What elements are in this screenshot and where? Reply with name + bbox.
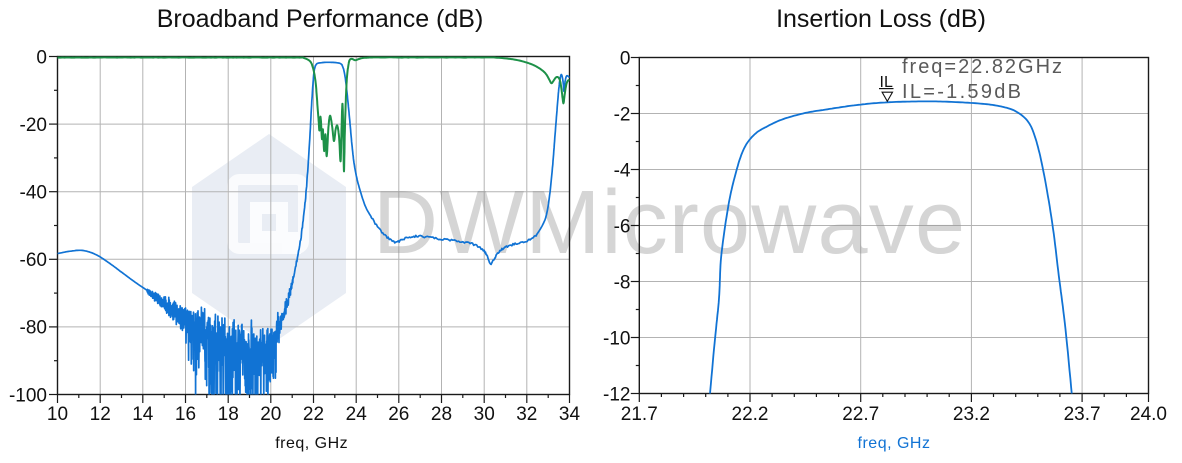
- svg-text:-12: -12: [603, 384, 630, 405]
- svg-text:21.7: 21.7: [621, 404, 658, 425]
- svg-text:14: 14: [132, 404, 154, 425]
- svg-text:16: 16: [175, 404, 196, 425]
- svg-text:IL=-1.59dB: IL=-1.59dB: [902, 81, 1021, 103]
- svg-text:10: 10: [47, 404, 68, 425]
- svg-text:22.2: 22.2: [732, 404, 769, 425]
- svg-text:-20: -20: [20, 115, 47, 136]
- svg-text:0: 0: [36, 47, 47, 68]
- svg-text:-80: -80: [20, 318, 47, 339]
- svg-text:28: 28: [431, 404, 452, 425]
- svg-text:30: 30: [474, 404, 495, 425]
- svg-text:12: 12: [90, 404, 111, 425]
- svg-text:32: 32: [516, 404, 537, 425]
- svg-text:freq, GHz: freq, GHz: [858, 435, 931, 452]
- svg-text:freq, GHz: freq, GHz: [275, 435, 348, 452]
- svg-text:18: 18: [218, 404, 239, 425]
- svg-text:0: 0: [620, 48, 631, 69]
- svg-text:24: 24: [346, 404, 368, 425]
- svg-text:-4: -4: [614, 160, 631, 181]
- svg-text:24.0: 24.0: [1130, 404, 1167, 425]
- svg-text:22: 22: [303, 404, 324, 425]
- svg-text:-8: -8: [614, 272, 631, 293]
- svg-text:-6: -6: [614, 216, 631, 237]
- svg-text:Insertion Loss (dB): Insertion Loss (dB): [776, 5, 986, 33]
- svg-text:22.7: 22.7: [842, 404, 879, 425]
- svg-text:-60: -60: [20, 250, 47, 271]
- svg-text:-40: -40: [20, 183, 47, 204]
- svg-text:20: 20: [260, 404, 281, 425]
- svg-text:23.7: 23.7: [1064, 404, 1101, 425]
- svg-text:freq=22.82GHz: freq=22.82GHz: [902, 56, 1062, 78]
- svg-text:34: 34: [559, 404, 581, 425]
- svg-text:26: 26: [388, 404, 409, 425]
- svg-text:-10: -10: [603, 328, 630, 349]
- svg-text:-100: -100: [9, 385, 47, 406]
- svg-text:DWMicrowave: DWMicrowave: [373, 173, 965, 273]
- svg-text:23.2: 23.2: [953, 404, 990, 425]
- svg-text:-2: -2: [614, 104, 631, 125]
- svg-text:IL: IL: [880, 74, 893, 91]
- svg-text:Broadband Performance (dB): Broadband Performance (dB): [157, 5, 484, 33]
